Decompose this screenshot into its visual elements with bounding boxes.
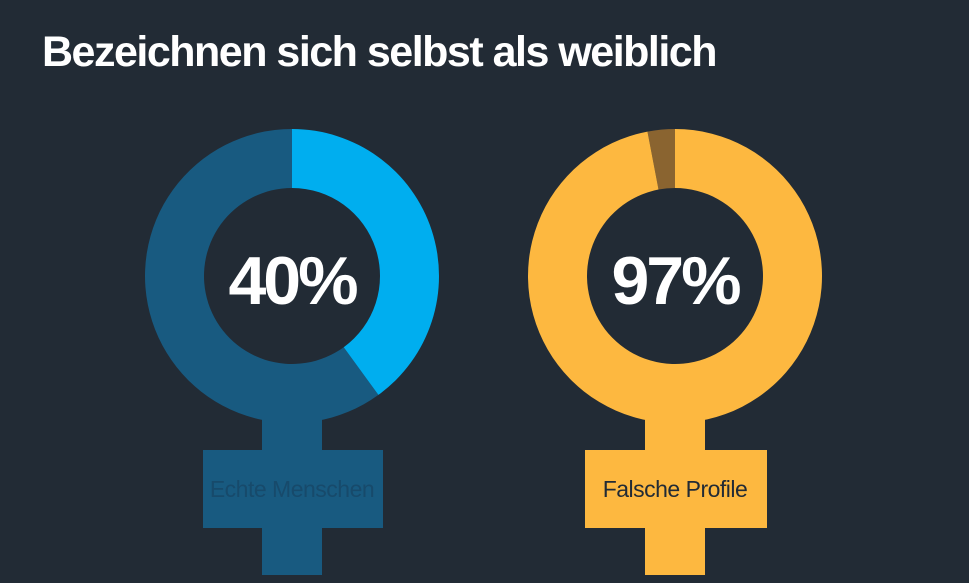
ring-value-falsche-profile <box>527 129 822 423</box>
female-symbol-falsche-profile: 97% Falsche Profile <box>527 129 822 575</box>
ring-remainder-echte-menschen <box>144 129 379 424</box>
female-symbol-echte-menschen: 40% Echte Menschen <box>144 129 439 575</box>
value-label-falsche-profile: 97% <box>611 243 740 319</box>
crossbar-echte-menschen <box>203 450 383 528</box>
category-label-echte-menschen: Echte Menschen <box>210 476 374 502</box>
chart-title: Bezeichnen sich selbst als weiblich <box>42 28 718 76</box>
ring-remainder-falsche-profile <box>647 129 675 190</box>
ring-value-echte-menschen <box>292 129 439 395</box>
value-label-echte-menschen: 40% <box>228 243 357 319</box>
category-label-falsche-profile: Falsche Profile <box>603 476 748 502</box>
crossbar-falsche-profile <box>585 450 767 528</box>
